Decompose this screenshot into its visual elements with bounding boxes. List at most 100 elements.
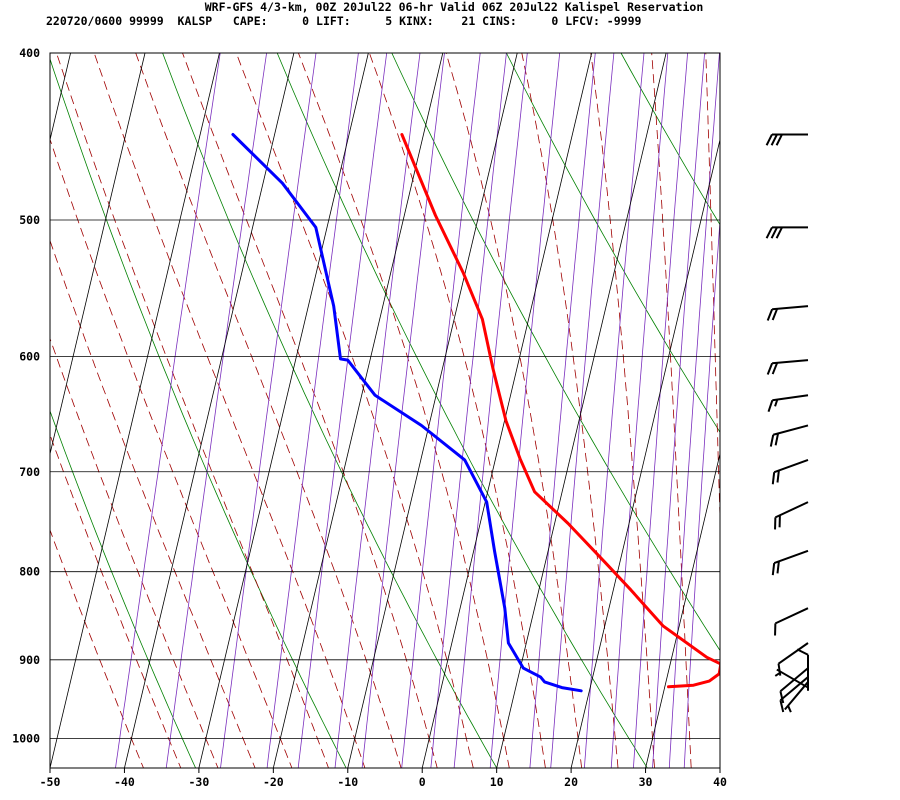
barb-staff: [772, 305, 809, 311]
temperature-line: [400, 133, 720, 689]
isotherm-line: [719, 766, 720, 768]
dry-adiabat: [720, 0, 900, 800]
barb-staff: [772, 394, 809, 402]
barb-feather: [775, 226, 783, 239]
wind-barbs: [765, 133, 809, 713]
wind-barb: [774, 607, 809, 636]
barb-staff: [779, 676, 809, 701]
dry-adiabat: [276, 53, 648, 768]
profile-lines: [231, 133, 720, 693]
moist-adiabat: [235, 53, 474, 768]
grid-lines: [50, 53, 720, 768]
barb-staff: [777, 642, 809, 665]
mixing-ratio-line: [683, 215, 720, 768]
barb-feather: [774, 671, 782, 677]
barb-feather: [779, 690, 785, 704]
barb-staff: [774, 607, 809, 625]
x-tick-label: 30: [639, 775, 653, 789]
wind-barb: [771, 549, 809, 576]
mixing-ratio-line: [610, 53, 669, 768]
barb-feather: [796, 648, 809, 656]
moist-adiabat: [50, 337, 219, 768]
y-tick-label: 400: [19, 46, 40, 60]
moist-adiabat: [445, 53, 583, 768]
moist-adiabat: [135, 53, 402, 768]
dry-adiabat: [505, 53, 720, 433]
x-tick-label: -40: [114, 775, 135, 789]
barb-staff: [772, 359, 809, 365]
barb-feather: [776, 561, 780, 574]
mixing-ratio-line: [165, 53, 268, 768]
moist-adiabat: [50, 528, 144, 768]
mixing-ratio-line: [401, 53, 481, 768]
isotherm-line: [570, 138, 720, 768]
moist-adiabat: [56, 53, 329, 768]
moist-adiabat: [297, 53, 510, 768]
barb-feather: [771, 362, 779, 375]
y-tick-label: 900: [19, 653, 40, 667]
barb-feather: [774, 399, 779, 407]
mixing-ratio-line: [115, 53, 221, 768]
y-tick-label: 1000: [12, 732, 40, 746]
isotherm-line: [347, 53, 518, 768]
dry-adiabat: [50, 57, 347, 768]
isotherm-line: [496, 53, 667, 768]
dewpoint-line: [231, 133, 583, 693]
mixing-ratio-line: [334, 53, 421, 768]
isotherm-line: [421, 53, 593, 768]
barb-feather: [767, 399, 774, 413]
axis-ticks: -50 -40 -30 -20 -10 0 10 20 30 40 400 500 600 700 800 9…: [12, 46, 727, 789]
mixing-ratio-line: [220, 53, 317, 768]
moist-adiabat: [705, 53, 720, 531]
moist-adiabat: [50, 138, 293, 768]
x-tick-label: 40: [713, 775, 727, 789]
wind-barb: [771, 458, 809, 485]
sounding-indices: 220720/0600 99999 KALSP CAPE: 0 LIFT: 5 …: [46, 14, 642, 28]
dry-adiabat: [620, 53, 720, 226]
barb-staff: [772, 424, 809, 436]
wind-barb: [774, 501, 809, 530]
x-tick-label: 0: [419, 775, 426, 789]
barb-feather: [766, 308, 774, 321]
mixing-ratio-line: [632, 53, 689, 768]
mixing-ratio-line: [430, 53, 507, 768]
barb-staff: [774, 501, 809, 519]
isotherm-line: [50, 53, 146, 456]
barb-feather: [770, 226, 778, 239]
barb-feather: [775, 134, 783, 146]
barb-feather: [769, 434, 775, 447]
wind-barb: [766, 305, 809, 321]
y-tick-label: 700: [19, 465, 40, 479]
moist-adiabat: [93, 53, 366, 768]
barb-staff: [773, 549, 809, 565]
barb-staff: [784, 681, 809, 711]
barb-feather: [787, 705, 792, 713]
barb-feather: [770, 134, 778, 146]
mixing-ratio-line: [361, 53, 445, 768]
isotherm-line: [50, 53, 220, 768]
barb-feather: [779, 699, 785, 713]
wind-barb: [765, 133, 808, 146]
y-tick-label: 800: [19, 565, 40, 579]
x-tick-label: -30: [188, 775, 209, 789]
wind-barb: [766, 359, 809, 375]
dry-adiabat: [162, 53, 498, 768]
wind-barb: [774, 668, 809, 689]
barb-feather: [776, 470, 780, 483]
wind-barb: [769, 424, 809, 447]
barb-feather: [765, 134, 773, 146]
barb-staff: [773, 458, 809, 474]
mixing-ratio-line: [297, 53, 388, 768]
moist-adiabat: [50, 239, 256, 768]
wind-barb: [765, 226, 808, 239]
barb-feather: [774, 433, 780, 446]
wind-barb: [767, 394, 809, 413]
x-tick-label: -10: [337, 775, 358, 789]
y-tick-label: 600: [19, 349, 40, 363]
moist-adiabat: [651, 53, 692, 768]
barb-feather: [766, 362, 774, 375]
x-tick-label: -20: [263, 775, 284, 789]
wind-barb: [784, 681, 809, 713]
isotherm-line: [645, 452, 720, 768]
